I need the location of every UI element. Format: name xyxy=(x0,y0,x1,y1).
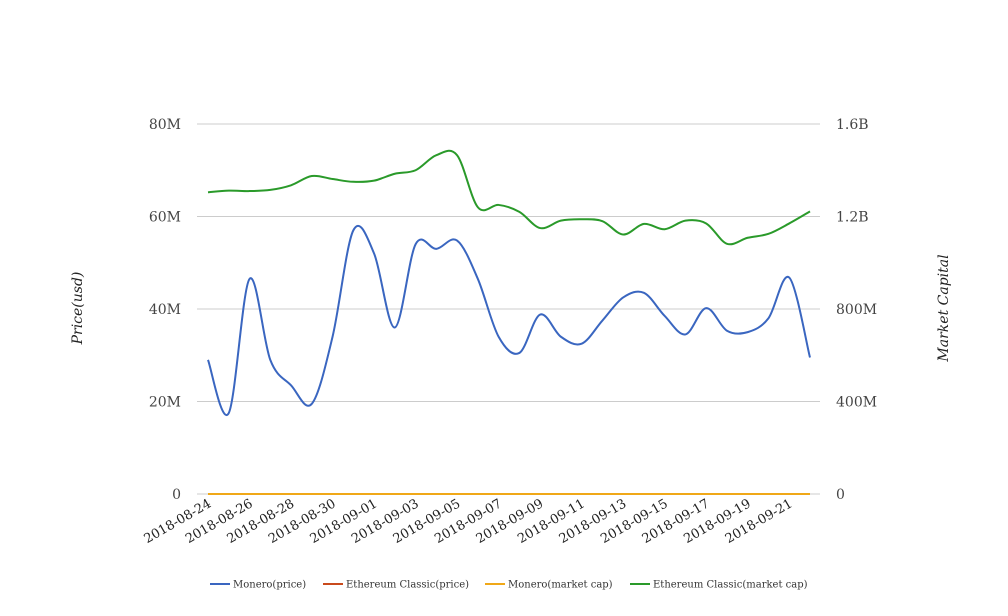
y-axis-right-title: Market Capital xyxy=(936,254,952,362)
y-right-tick-label: 1.6B xyxy=(836,117,869,133)
y-right-tick-label: 800M xyxy=(836,302,877,318)
y-axis-left-title: Price(usd) xyxy=(70,272,86,346)
legend: Monero(price) Ethereum Classic(price) Mone… xyxy=(210,580,808,591)
y-left-tick-label: 0 xyxy=(172,487,181,503)
series-lines xyxy=(207,149,811,495)
legend-label: Ethereum Classic(price) xyxy=(346,580,469,591)
legend-label: Monero(market cap) xyxy=(508,580,613,591)
y-right-tick-label: 0 xyxy=(836,487,845,503)
y-left-tick-label: 60M xyxy=(149,210,181,226)
y-left-tick-label: 40M xyxy=(149,302,181,318)
legend-label: Monero(price) xyxy=(233,580,306,591)
axis-ticks: 020M40M60M80M0400M800M1.2B1.6B2018-08-24… xyxy=(142,117,877,547)
y-right-tick-label: 400M xyxy=(836,395,877,411)
y-right-tick-label: 1.2B xyxy=(836,210,869,226)
series-line-ethereum-classic-market-cap xyxy=(207,149,811,246)
grid-lines xyxy=(197,123,820,495)
legend-label: Ethereum Classic(market cap) xyxy=(653,580,808,591)
y-left-tick-label: 80M xyxy=(149,117,181,133)
series-line-monero-price xyxy=(207,224,811,417)
y-left-tick-label: 20M xyxy=(149,395,181,411)
